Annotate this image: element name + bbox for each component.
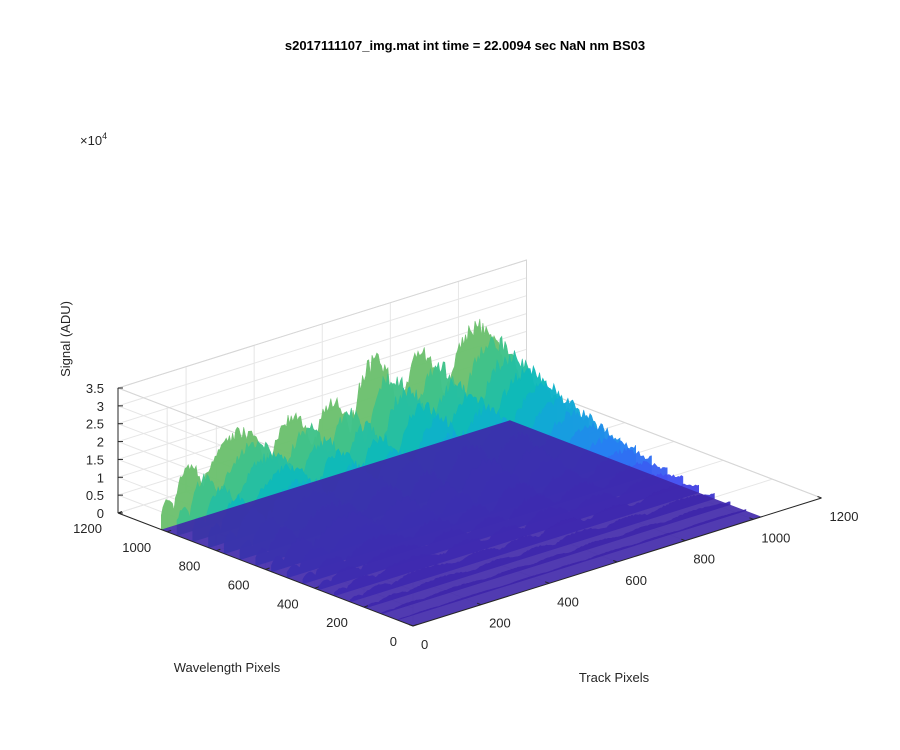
- z-tick-label: 3.5: [86, 381, 104, 396]
- tick-labels: 0200400600800100012000200400600800100012…: [73, 381, 858, 652]
- x-tick-label: 0: [421, 637, 428, 652]
- x-tick-mark: [613, 560, 618, 563]
- z-tick-label: 1: [97, 470, 104, 485]
- x-tick-label: 600: [625, 573, 647, 588]
- x-tick-label: 200: [489, 616, 511, 631]
- x-tick-label: 1000: [761, 530, 790, 545]
- y-tick-label: 200: [326, 615, 348, 630]
- y-tick-mark: [216, 548, 221, 552]
- x-tick-mark: [749, 517, 754, 520]
- y-tick-mark: [314, 586, 319, 589]
- y-tick-mark: [166, 529, 172, 533]
- surface-floor: [161, 420, 762, 626]
- chart-title: s2017111107_img.mat int time = 22.0094 s…: [285, 38, 645, 53]
- y-axis-label: Wavelength Pixels: [174, 660, 281, 675]
- x-tick-label: 400: [557, 594, 579, 609]
- z-exponent: ×104: [80, 131, 107, 148]
- z-exponent-base: ×10: [80, 133, 102, 148]
- y-tick-mark: [412, 624, 418, 627]
- z-tick-label: 2.5: [86, 417, 104, 432]
- x-tick-mark: [476, 602, 482, 606]
- z-axis-label: Signal (ADU): [58, 301, 73, 377]
- y-tick-label: 800: [179, 559, 201, 574]
- z-tick-label: 1.5: [86, 452, 104, 467]
- y-tick-label: 400: [277, 596, 299, 611]
- x-tick-mark: [544, 581, 550, 584]
- y-tick-label: 1200: [73, 521, 102, 536]
- z-tick-label: 0: [97, 506, 104, 521]
- x-tick-mark: [817, 496, 822, 499]
- y-tick-mark: [265, 567, 270, 570]
- x-tick-label: 1200: [830, 509, 859, 524]
- y-tick-label: 1000: [122, 540, 151, 555]
- z-exponent-power: 4: [102, 131, 107, 141]
- x-tick-mark: [408, 624, 414, 627]
- y-tick-label: 0: [390, 634, 397, 649]
- z-tick-label: 2: [97, 435, 104, 450]
- z-tick-label: 0.5: [86, 488, 104, 503]
- x-tick-label: 800: [693, 552, 715, 567]
- y-tick-label: 600: [228, 577, 250, 592]
- x-axis-label: Track Pixels: [579, 670, 650, 685]
- box-edge: [526, 384, 822, 499]
- surface-mesh: [161, 318, 762, 626]
- x-tick-mark: [681, 538, 686, 542]
- z-tick-label: 3: [97, 399, 104, 414]
- y-tick-mark: [363, 605, 369, 608]
